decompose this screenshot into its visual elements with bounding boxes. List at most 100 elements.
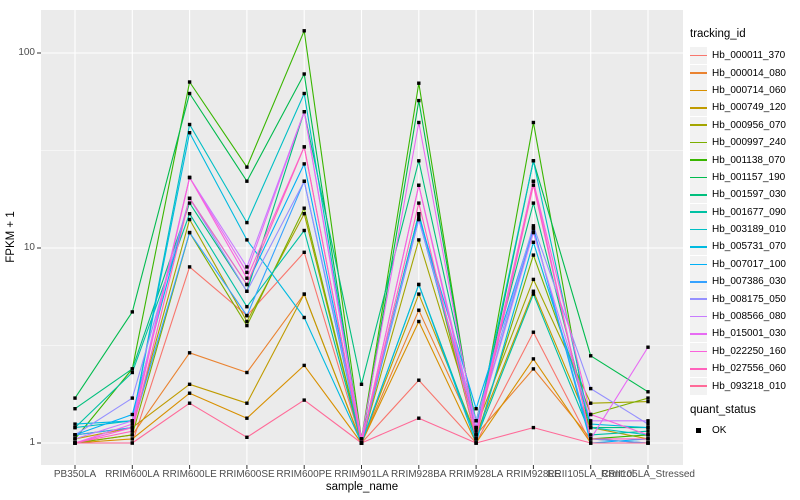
legend-key-swatch: [690, 116, 707, 134]
data-point: [245, 220, 249, 225]
data-point: [187, 91, 192, 96]
data-point: [474, 425, 478, 430]
legend-entry-label: Hb_001677_090: [712, 206, 786, 218]
x-tick-label-RRIM928LA: RRIM928LA: [448, 469, 504, 480]
data-point: [531, 277, 536, 282]
data-point: [646, 437, 650, 441]
data-point: [187, 212, 192, 216]
legend-key-swatch: [690, 134, 707, 152]
quant-status-label: OK: [712, 425, 727, 436]
legend-key-swatch: [690, 168, 707, 186]
legend-entry-Hb_003189_010: Hb_003189_010: [690, 221, 800, 239]
legend-entry-Hb_000011_370: Hb_000011_370: [690, 47, 800, 65]
x-tick-label-PB350LA: PB350LA: [53, 469, 97, 480]
data-point: [646, 429, 650, 433]
data-point: [245, 370, 249, 375]
data-point: [130, 419, 134, 423]
y-axis-title: FPKM + 1: [5, 211, 17, 263]
data-point: [531, 367, 536, 371]
data-point: [245, 289, 249, 293]
data-point: [589, 441, 593, 445]
data-point: [245, 282, 249, 287]
legend-key-swatch: [690, 151, 707, 169]
legend-entry-label: Hb_005731_070: [712, 241, 786, 253]
x-axis-title: sample_name: [325, 481, 399, 493]
data-point: [417, 183, 421, 187]
data-point: [417, 282, 421, 287]
x-tick-label-RRIM600LA: RRIM600LA: [105, 469, 160, 480]
legend-entry-label: Hb_000997_240: [712, 137, 786, 149]
data-point: [187, 131, 192, 135]
data-point: [531, 292, 536, 296]
data-point: [474, 433, 478, 437]
legend-entry-label: Hb_007386_030: [712, 276, 786, 288]
data-point: [417, 217, 421, 222]
quant-status-key-square: [690, 422, 707, 439]
data-point: [302, 91, 306, 96]
legend-key-swatch: [690, 255, 707, 273]
legend-entry-Hb_007386_030: Hb_007386_030: [690, 273, 800, 291]
legend-key-swatch: [690, 290, 707, 308]
data-point: [589, 401, 593, 405]
data-point: [531, 240, 536, 244]
data-point: [130, 370, 134, 375]
legend-entry-Hb_001138_070: Hb_001138_070: [690, 151, 800, 169]
legend-key-swatch: [690, 238, 707, 256]
data-point: [531, 230, 536, 235]
data-point: [130, 437, 134, 441]
legend-entry-label: Hb_027556_060: [712, 363, 786, 375]
data-point: [302, 162, 306, 166]
legend-entry-label: Hb_001138_070: [712, 154, 786, 166]
data-point: [531, 289, 536, 293]
data-point: [646, 441, 650, 445]
data-point: [245, 270, 249, 275]
data-point: [589, 433, 593, 437]
data-point: [187, 196, 192, 200]
quant-status-entry-OK: OK: [690, 422, 800, 439]
x-tick-label-RRII105LA_Stressed: RRII105LA_Stressed: [601, 469, 695, 480]
data-point: [417, 292, 421, 296]
data-point: [302, 72, 306, 76]
data-point: [589, 437, 593, 441]
data-point: [302, 212, 306, 216]
legend-entry-label: Hb_008566_080: [712, 311, 786, 323]
data-point: [646, 345, 650, 349]
legend-entry-Hb_001597_030: Hb_001597_030: [690, 186, 800, 204]
legend-entry-label: Hb_003189_010: [712, 224, 786, 236]
data-point: [417, 416, 421, 420]
data-point: [417, 120, 421, 125]
data-point: [417, 212, 421, 216]
data-point: [589, 412, 593, 417]
data-point: [417, 378, 421, 382]
legend-entry-label: Hb_093218_010: [712, 380, 786, 392]
data-point: [73, 437, 77, 441]
legend-entry-Hb_005731_070: Hb_005731_070: [690, 238, 800, 256]
data-point: [417, 98, 421, 103]
legend-entry-Hb_000749_120: Hb_000749_120: [690, 99, 800, 117]
data-point: [474, 441, 478, 445]
data-point: [130, 412, 134, 417]
data-point: [474, 437, 478, 441]
data-point: [302, 110, 306, 114]
data-point: [245, 319, 249, 324]
data-point: [417, 81, 421, 85]
data-point: [302, 145, 306, 149]
legend-entry-Hb_000997_240: Hb_000997_240: [690, 134, 800, 152]
legend-key-swatch: [690, 64, 707, 82]
data-point: [187, 80, 192, 84]
data-point: [417, 159, 421, 163]
data-point: [245, 265, 249, 269]
legend-key-swatch: [690, 203, 707, 221]
x-tick-label-RRIM928LE: RRIM928LE: [506, 469, 561, 480]
data-point: [531, 224, 536, 228]
legend-entry-Hb_001677_090: Hb_001677_090: [690, 203, 800, 221]
data-point: [73, 425, 77, 430]
data-point: [245, 305, 249, 309]
data-point: [73, 396, 77, 400]
data-point: [245, 179, 249, 183]
data-point: [187, 391, 192, 395]
data-point: [531, 227, 536, 231]
x-tick-label-RRII105LA_Control: RRII105LA_Control: [547, 469, 635, 480]
legend-entry-Hb_022250_160: Hb_022250_160: [690, 342, 800, 360]
legend-entry-label: Hb_008175_050: [712, 293, 786, 305]
